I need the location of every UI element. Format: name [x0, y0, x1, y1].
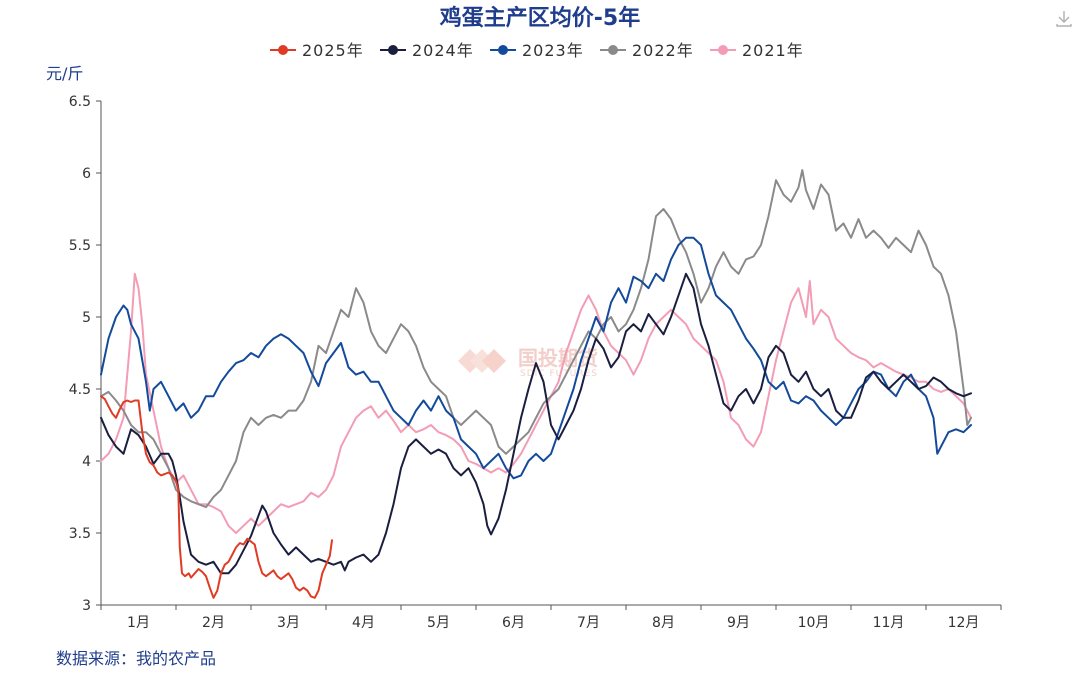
legend-label: 2024年	[412, 41, 474, 60]
series-line-2025	[100, 395, 333, 599]
x-tick-label: 10月	[798, 615, 830, 631]
legend-item: 2021年	[710, 41, 804, 60]
x-tick-label: 12月	[948, 615, 980, 631]
y-tick-label: 6	[82, 166, 91, 182]
legend-swatch-marker	[388, 45, 398, 55]
watermark-logo: 国投期货 SDIC FUTURES	[458, 346, 598, 379]
legend-swatch-marker	[608, 45, 618, 55]
legend-label: 2021年	[742, 41, 804, 60]
x-tick-label: 6月	[502, 615, 525, 631]
series-line-2021	[100, 272, 972, 534]
x-tick-label: 9月	[727, 615, 750, 631]
x-tick-label: 8月	[652, 615, 675, 631]
x-tick-label: 2月	[202, 615, 225, 631]
legend-item: 2024年	[380, 41, 474, 60]
series-line-2022	[100, 169, 972, 509]
x-tick-label: 3月	[277, 615, 300, 631]
data-source: 数据来源：我的农产品	[56, 649, 216, 668]
legend-item: 2022年	[600, 41, 694, 60]
x-axis-ticks: 1月 2月 3月 4月 5月 6月 7月 8月 9月 10月 11月 12月	[100, 605, 1002, 631]
series-line-2023	[100, 236, 972, 480]
x-tick-label: 7月	[577, 615, 600, 631]
y-axis-ticks: 3 3.5 4 4.5 5 5.5 6 6.5	[69, 94, 101, 614]
y-tick-label: 3	[82, 598, 91, 614]
watermark-subtext: SDIC FUTURES	[520, 369, 598, 379]
legend-swatch-marker	[718, 45, 728, 55]
y-tick-label: 6.5	[69, 94, 91, 110]
series-lines	[100, 169, 972, 599]
legend-swatch-marker	[498, 45, 508, 55]
y-axis-unit: 元/斤	[46, 64, 83, 83]
legend-label: 2023年	[522, 41, 584, 60]
x-tick-label: 5月	[427, 615, 450, 631]
legend-label: 2022年	[632, 41, 694, 60]
x-tick-label: 4月	[352, 615, 375, 631]
download-icon[interactable]	[1052, 6, 1076, 30]
x-tick-label: 1月	[127, 615, 150, 631]
y-tick-label: 5.5	[69, 238, 91, 254]
x-tick-label: 11月	[873, 615, 905, 631]
legend-swatch-marker	[278, 45, 288, 55]
legend-item: 2025年	[270, 41, 364, 60]
chart-title: 鸡蛋主产区均价-5年	[439, 5, 640, 31]
legend-label: 2025年	[302, 41, 364, 60]
chart-legend: 2025年 2024年 2023年 2022年 2021年	[270, 41, 804, 60]
y-tick-label: 4.5	[69, 382, 91, 398]
y-tick-label: 5	[82, 310, 91, 326]
series-line-2024	[100, 272, 972, 575]
y-tick-label: 3.5	[69, 526, 91, 542]
y-tick-label: 4	[82, 454, 91, 470]
legend-item: 2023年	[490, 41, 584, 60]
